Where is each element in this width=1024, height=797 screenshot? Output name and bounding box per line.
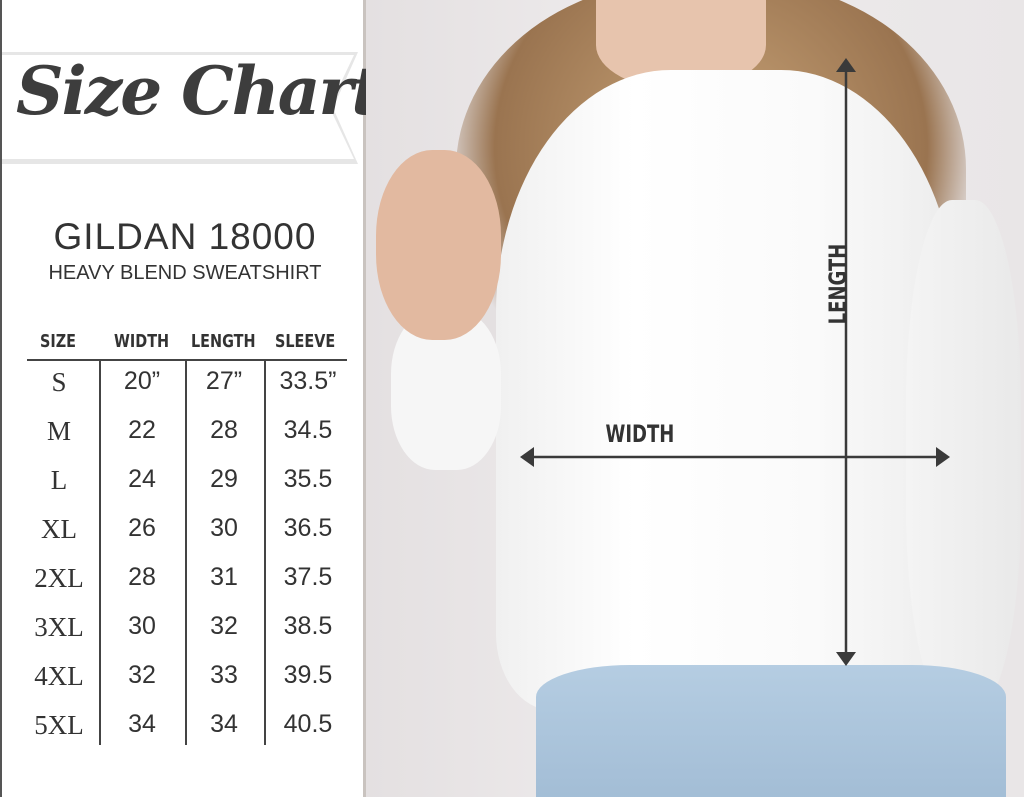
sleeve-cell: 38.5 bbox=[283, 612, 333, 640]
width-cell: 28 bbox=[128, 563, 156, 591]
table-row: XL 26 30 36.5 bbox=[2, 514, 368, 563]
product-subtitle: HEAVY BLEND SWEATSHIRT bbox=[48, 262, 322, 284]
header-sleeve: SLEEVE bbox=[275, 331, 336, 352]
header-divider bbox=[27, 359, 347, 361]
size-cell: 3XL bbox=[34, 612, 84, 642]
size-cell: S bbox=[51, 367, 67, 397]
hand bbox=[376, 150, 501, 340]
chart-title: Size Chart bbox=[16, 52, 382, 130]
header-length: LENGTH bbox=[191, 331, 256, 352]
brand-model: GILDAN 18000 bbox=[53, 216, 317, 257]
model-photo: WIDTH LENGTH bbox=[366, 0, 1024, 797]
length-cell: 27” bbox=[205, 367, 243, 395]
sleeve-cell: 35.5 bbox=[283, 465, 333, 493]
header-size: SIZE bbox=[40, 331, 77, 352]
width-cell: 32 bbox=[128, 661, 156, 689]
table-row: S 20” 27” 33.5” bbox=[2, 367, 368, 416]
sleeve-cell: 39.5 bbox=[283, 661, 333, 689]
table-row: M 22 28 34.5 bbox=[2, 416, 368, 465]
sleeve-cell: 34.5 bbox=[283, 416, 333, 444]
column-divider bbox=[99, 361, 101, 745]
sweatshirt bbox=[496, 70, 956, 710]
table-row: 5XL 34 34 40.5 bbox=[2, 710, 368, 759]
width-cell: 34 bbox=[128, 710, 156, 738]
length-cell: 34 bbox=[210, 710, 238, 738]
length-cell: 30 bbox=[210, 514, 238, 542]
table-row: 3XL 30 32 38.5 bbox=[2, 612, 368, 661]
length-cell: 32 bbox=[210, 612, 238, 640]
table-row: L 24 29 35.5 bbox=[2, 465, 368, 514]
width-cell: 24 bbox=[128, 465, 156, 493]
column-divider bbox=[185, 361, 187, 745]
size-cell: XL bbox=[41, 514, 77, 544]
size-cell: 4XL bbox=[34, 661, 84, 691]
length-cell: 31 bbox=[210, 563, 238, 591]
size-cell: L bbox=[50, 465, 68, 495]
width-arrow bbox=[520, 447, 950, 467]
sleeve-cell: 36.5 bbox=[283, 514, 333, 542]
table-row: 4XL 32 33 39.5 bbox=[2, 661, 368, 710]
title-banner bbox=[2, 55, 354, 159]
sleeve-cell: 33.5” bbox=[279, 367, 337, 395]
width-label: WIDTH bbox=[605, 420, 675, 448]
width-cell: 30 bbox=[128, 612, 156, 640]
sleeve-cell: 40.5 bbox=[283, 710, 333, 738]
size-chart-panel: Size Chart GILDAN 18000 HEAVY BLEND SWEA… bbox=[0, 0, 382, 797]
length-cell: 29 bbox=[210, 465, 238, 493]
size-cell: 5XL bbox=[34, 710, 84, 740]
size-cell: M bbox=[46, 416, 71, 446]
jeans bbox=[536, 665, 1006, 797]
header-width: WIDTH bbox=[114, 331, 170, 352]
length-arrow bbox=[836, 58, 856, 666]
measurement-arrows bbox=[520, 58, 950, 666]
length-label: LENGTH bbox=[823, 243, 852, 325]
width-cell: 20” bbox=[123, 367, 161, 395]
column-divider bbox=[264, 361, 266, 745]
table-row: 2XL 28 31 37.5 bbox=[2, 563, 368, 612]
width-cell: 26 bbox=[128, 514, 156, 542]
size-cell: 2XL bbox=[34, 563, 84, 593]
width-cell: 22 bbox=[128, 416, 156, 444]
length-cell: 33 bbox=[210, 661, 238, 689]
sleeve-cell: 37.5 bbox=[283, 563, 333, 591]
length-cell: 28 bbox=[210, 416, 238, 444]
right-sleeve bbox=[906, 200, 1021, 710]
